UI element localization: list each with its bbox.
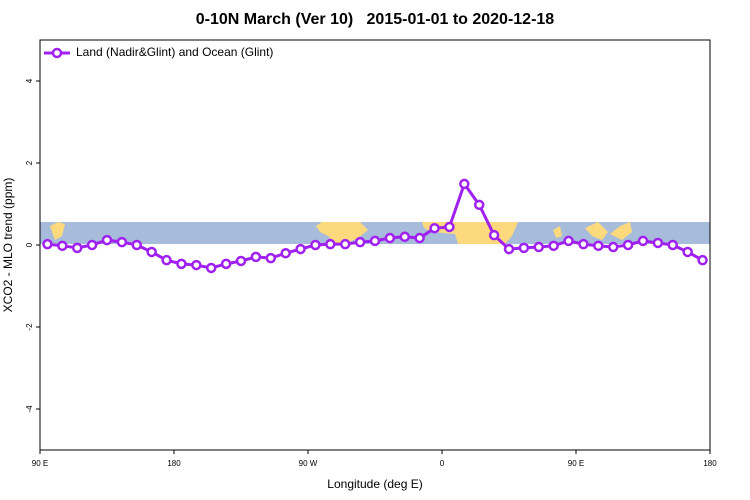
x-tick-label: 0 [440, 459, 445, 468]
data-point [354, 236, 366, 248]
x-tick-label: 180 [703, 459, 717, 468]
data-point [131, 239, 143, 251]
data-point [42, 238, 53, 250]
data-point [57, 240, 68, 252]
y-tick-label: 0 [25, 242, 34, 247]
data-point [191, 259, 202, 271]
data-point [235, 255, 247, 267]
data-point [488, 229, 500, 241]
data-point [578, 238, 589, 250]
data-point [205, 262, 217, 274]
data-point [384, 232, 396, 244]
y-tick-label: -2 [25, 323, 34, 331]
y-tick-label: -4 [25, 405, 34, 413]
data-point [682, 246, 693, 258]
data-point [548, 240, 559, 252]
data-point [414, 232, 425, 244]
data-point [667, 239, 679, 251]
x-tick-label: 90 E [32, 459, 48, 468]
y-tick-label: 4 [25, 78, 34, 83]
data-point [593, 240, 604, 252]
data-point [652, 237, 664, 249]
data-point [220, 258, 232, 270]
data-point [280, 247, 291, 259]
data-point [399, 231, 411, 243]
data-point [265, 252, 277, 264]
data-point [325, 238, 336, 250]
data-point [295, 243, 306, 255]
data-point [86, 239, 98, 251]
data-point [503, 243, 515, 255]
data-point [533, 241, 545, 253]
y-axis-label: XCO2 - MLO trend (ppm) [1, 178, 15, 313]
data-point [444, 221, 455, 233]
x-tick-label: 180 [167, 459, 181, 468]
data-point [369, 235, 381, 247]
data-point [563, 235, 574, 247]
x-tick-label: 90 E [568, 459, 584, 468]
data-point [473, 199, 485, 211]
y-tick-label: 2 [25, 160, 34, 165]
data-point [339, 238, 351, 250]
data-point [607, 241, 619, 253]
data-point [146, 246, 157, 258]
data-point [250, 251, 262, 263]
data-point [637, 235, 649, 247]
data-point [697, 254, 708, 266]
chart-title: 0-10N March (Ver 10) 2015-01-01 to 2020-… [196, 11, 555, 28]
data-point [71, 242, 83, 254]
data-point [116, 236, 128, 248]
legend-label: Land (Nadir&Glint) and Ocean (Glint) [76, 45, 273, 59]
data-point [101, 234, 113, 246]
legend-marker [51, 47, 63, 59]
x-tick-label: 90 W [299, 459, 318, 468]
data-point [622, 239, 634, 251]
data-point [459, 178, 470, 190]
data-point [518, 242, 530, 254]
x-axis-label: Longitude (deg E) [327, 477, 422, 491]
data-point [429, 222, 440, 234]
data-point [310, 239, 321, 251]
data-point [176, 258, 187, 270]
data-point [161, 254, 172, 266]
